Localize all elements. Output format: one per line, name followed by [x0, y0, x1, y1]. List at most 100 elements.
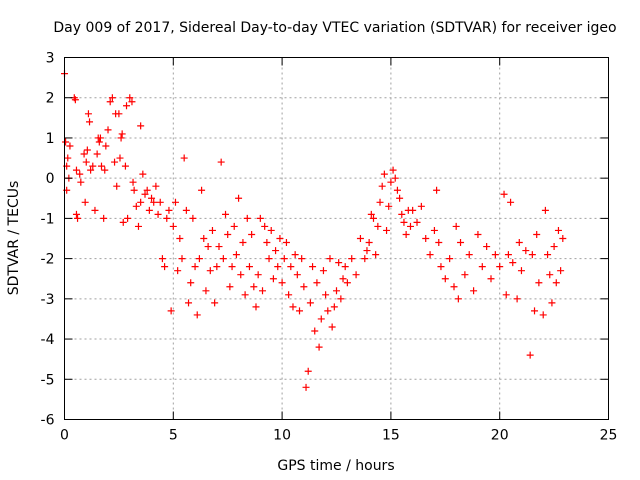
data-point — [450, 283, 458, 291]
data-point — [167, 307, 175, 315]
x-tick-label: 10 — [273, 428, 291, 444]
x-axis-label: GPS time / hours — [277, 458, 394, 474]
data-point — [93, 150, 101, 158]
data-point — [254, 271, 262, 279]
data-point — [528, 251, 536, 259]
data-point — [330, 303, 338, 311]
data-point — [174, 267, 182, 275]
data-point — [417, 202, 425, 210]
data-point — [309, 263, 317, 271]
data-point — [77, 178, 85, 186]
data-point — [113, 182, 121, 190]
data-point — [117, 134, 125, 142]
data-point — [123, 102, 131, 110]
data-point — [291, 251, 299, 259]
data-point — [261, 222, 269, 230]
data-point — [180, 154, 188, 162]
data-point — [97, 162, 105, 170]
y-axis-label: SDTVAR / TECUs — [6, 181, 22, 296]
data-point — [96, 134, 104, 142]
data-point — [178, 255, 186, 263]
grid — [64, 57, 609, 420]
data-point — [465, 251, 473, 259]
data-point — [250, 283, 258, 291]
data-point — [215, 243, 223, 251]
data-point — [433, 186, 441, 194]
data-point — [191, 263, 199, 271]
data-point — [441, 275, 449, 283]
data-point — [80, 150, 88, 158]
data-point — [378, 182, 386, 190]
data-point — [324, 307, 332, 315]
data-point — [348, 255, 356, 263]
data-point — [293, 271, 301, 279]
data-point — [335, 259, 343, 267]
data-point — [285, 291, 293, 299]
data-point — [535, 279, 543, 287]
data-point — [86, 118, 94, 126]
data-point — [396, 194, 404, 202]
data-point — [413, 218, 421, 226]
data-point — [437, 263, 445, 271]
data-point — [108, 94, 116, 102]
y-tick-label: -4 — [41, 332, 55, 348]
data-point — [322, 291, 330, 299]
data-point — [548, 299, 556, 307]
x-axis-ticks: 0 5 10 15 20 25 — [60, 57, 618, 444]
data-point — [91, 206, 99, 214]
x-tick-label: 15 — [382, 428, 400, 444]
data-point — [496, 263, 504, 271]
data-point — [111, 158, 119, 166]
data-point — [272, 247, 280, 255]
data-point — [363, 247, 371, 255]
data-point — [539, 311, 547, 319]
data-point — [82, 158, 90, 166]
x-tick-label: 0 — [60, 428, 69, 444]
data-point — [507, 198, 515, 206]
data-point — [171, 198, 179, 206]
data-point — [361, 255, 369, 263]
x-tick-label: 25 — [600, 428, 618, 444]
data-point — [491, 251, 499, 259]
data-point — [132, 202, 140, 210]
data-point — [319, 267, 327, 275]
data-point — [282, 239, 290, 247]
data-point — [269, 275, 277, 283]
y-tick-label: -6 — [41, 413, 55, 429]
data-point — [541, 206, 549, 214]
data-point — [187, 279, 195, 287]
data-point — [557, 267, 565, 275]
data-point — [374, 222, 382, 230]
data-point — [115, 110, 123, 118]
y-tick-label: -3 — [41, 292, 55, 308]
data-point — [148, 194, 156, 202]
data-point — [232, 251, 240, 259]
data-point — [300, 283, 308, 291]
data-point — [237, 271, 245, 279]
data-point — [430, 226, 438, 234]
data-point — [278, 279, 286, 287]
data-point — [380, 170, 388, 178]
chart-title: Day 009 of 2017, Sidereal Day-to-day VTE… — [53, 20, 616, 36]
data-point — [531, 307, 539, 315]
data-point — [226, 283, 234, 291]
data-point — [502, 291, 510, 299]
data-point — [317, 315, 325, 323]
data-point — [280, 255, 288, 263]
data-point — [217, 158, 225, 166]
data-point — [193, 311, 201, 319]
data-point — [154, 210, 162, 218]
plot-frame — [64, 57, 609, 420]
data-point — [189, 214, 197, 222]
data-point — [474, 230, 482, 238]
data-point — [306, 299, 314, 307]
data-point — [206, 267, 214, 275]
data-point — [287, 263, 295, 271]
x-tick-label: 20 — [491, 428, 509, 444]
data-point — [311, 327, 319, 335]
data-point — [402, 230, 410, 238]
data-point — [252, 303, 260, 311]
data-point — [128, 98, 136, 106]
